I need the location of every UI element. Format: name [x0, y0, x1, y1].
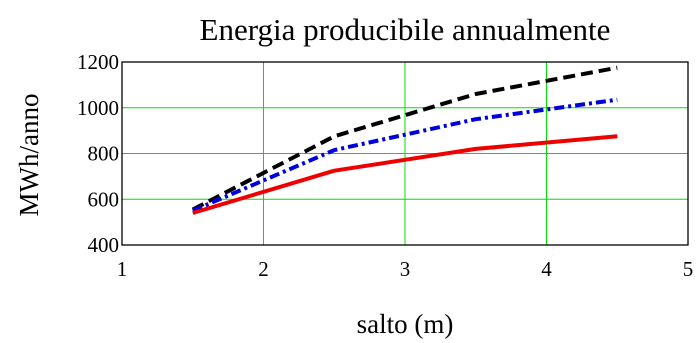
- x-tick-label-3: 4: [541, 257, 552, 281]
- series-layer: [191, 65, 618, 215]
- x-axis-label: salto (m): [357, 309, 454, 339]
- series-line-2: [192, 97, 618, 213]
- chart-title: Energia producibile annualmente: [200, 12, 611, 47]
- y-tick-label-2: 800: [88, 142, 120, 166]
- tick-labels: 1 2 3 4 5 400 600 800 1000 1200: [77, 50, 693, 281]
- y-tick-label-0: 400: [88, 233, 120, 257]
- plot-frame: [121, 61, 689, 246]
- x-tick-label-4: 5: [683, 257, 694, 281]
- series-line-1: [191, 65, 618, 212]
- x-tick-label-2: 3: [400, 257, 411, 281]
- y-axis-label: MWh/anno: [14, 94, 44, 217]
- grid: [121, 61, 689, 246]
- y-tick-label-3: 1000: [77, 96, 119, 120]
- x-tick-label-1: 2: [258, 257, 269, 281]
- series-line-3: [192, 134, 618, 215]
- x-tick-label-0: 1: [117, 257, 128, 281]
- y-tick-label-4: 1200: [77, 50, 119, 74]
- y-tick-label-1: 600: [88, 187, 120, 211]
